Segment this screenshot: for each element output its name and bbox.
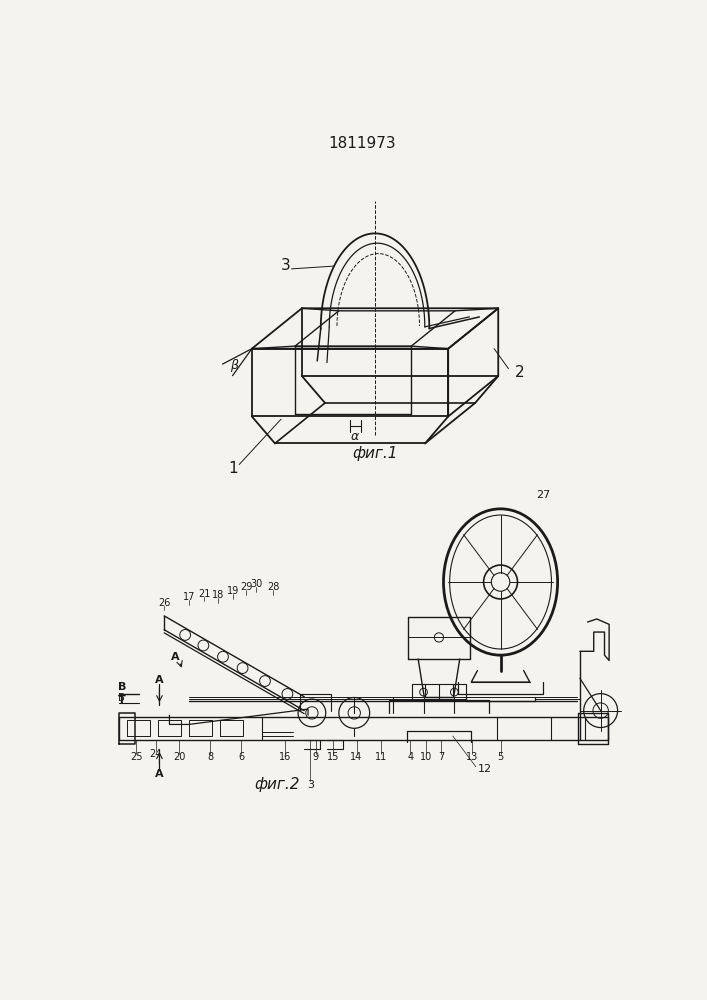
Text: 1811973: 1811973: [328, 136, 396, 151]
Text: 17: 17: [182, 592, 195, 602]
Text: 15: 15: [327, 752, 339, 762]
Text: 12: 12: [478, 764, 492, 774]
Text: фиг.2: фиг.2: [255, 777, 300, 792]
Text: 3: 3: [281, 258, 291, 273]
Text: 10: 10: [420, 752, 432, 762]
Text: 1: 1: [228, 461, 238, 476]
Text: 19: 19: [227, 586, 240, 596]
Text: 5: 5: [498, 752, 503, 762]
Text: B: B: [118, 682, 127, 692]
Text: 4: 4: [407, 752, 414, 762]
Text: 16: 16: [279, 752, 291, 762]
Text: 29: 29: [240, 582, 252, 592]
Text: 21: 21: [198, 589, 210, 599]
Text: 26: 26: [158, 598, 170, 608]
Text: Б: Б: [118, 693, 124, 703]
Text: $\alpha$: $\alpha$: [351, 430, 361, 443]
Text: 8: 8: [207, 752, 214, 762]
Text: 20: 20: [173, 752, 186, 762]
Text: A: A: [155, 769, 164, 779]
Text: 24: 24: [149, 749, 162, 759]
Text: A: A: [155, 675, 164, 685]
Text: T: T: [118, 695, 126, 705]
Text: 2: 2: [515, 365, 525, 380]
Text: фиг.1: фиг.1: [352, 446, 398, 461]
Text: 13: 13: [466, 752, 478, 762]
Text: 25: 25: [130, 752, 143, 762]
Text: 27: 27: [536, 490, 550, 500]
Text: 11: 11: [375, 752, 387, 762]
Text: A: A: [170, 652, 179, 662]
Text: 6: 6: [238, 752, 244, 762]
Text: 14: 14: [351, 752, 363, 762]
Text: 30: 30: [250, 579, 262, 589]
Text: 28: 28: [267, 582, 279, 592]
Text: 3: 3: [307, 780, 314, 790]
Text: 9: 9: [312, 752, 319, 762]
Text: $\beta$: $\beta$: [230, 357, 240, 374]
Text: 18: 18: [212, 590, 224, 600]
Text: 7: 7: [438, 752, 445, 762]
